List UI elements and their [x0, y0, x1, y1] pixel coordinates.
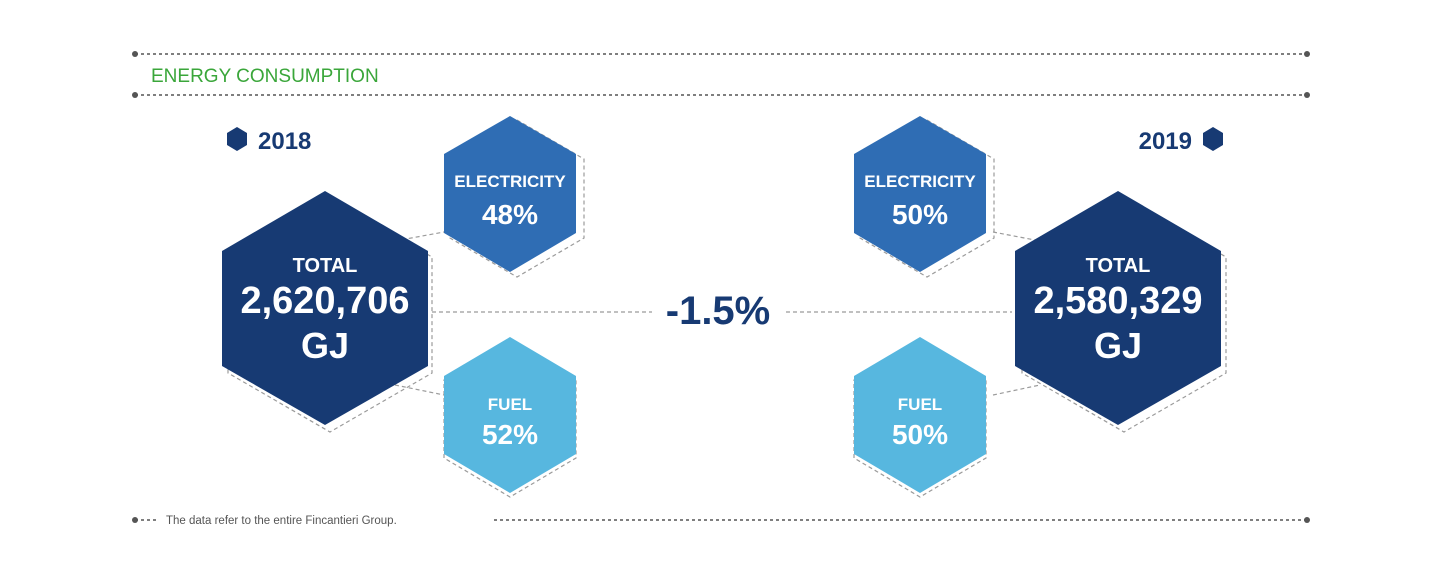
fuel-2018-value: 52% [482, 419, 538, 450]
footer-rule [132, 517, 1310, 523]
hexagon-bullet-icon [227, 127, 247, 151]
total-2019-unit: GJ [1094, 325, 1142, 366]
year-2018-label: 2018 [258, 128, 311, 155]
electricity-2019-hexagon: ELECTRICITY 50% [854, 116, 995, 278]
diagram-title: ENERGY CONSUMPTION [151, 66, 379, 87]
year-2018-header: 2018 [227, 127, 311, 155]
total-2018-value: 2,620,706 [240, 280, 409, 322]
total-2018-unit: GJ [301, 325, 349, 366]
electricity-2018-hexagon: ELECTRICITY 48% [444, 116, 585, 278]
total-2019-value: 2,580,329 [1033, 280, 1202, 322]
total-2019-hexagon: TOTAL 2,580,329 GJ [1015, 191, 1227, 433]
electricity-2018-label: ELECTRICITY [454, 172, 566, 191]
fuel-2018-hexagon: FUEL 52% [443, 337, 577, 498]
total-2018-label: TOTAL [293, 255, 358, 277]
connector-lines [394, 231, 1041, 396]
fuel-2019-hexagon: FUEL 50% [853, 337, 987, 498]
change-percentage: -1.5% [666, 289, 771, 333]
header-bottom-rule [132, 92, 1310, 98]
electricity-2019-value: 50% [892, 199, 948, 230]
fuel-2019-value: 50% [892, 419, 948, 450]
total-2019-label: TOTAL [1086, 255, 1151, 277]
total-2018-hexagon: TOTAL 2,620,706 GJ [222, 191, 433, 433]
electricity-2019-label: ELECTRICITY [864, 172, 976, 191]
fuel-2018-label: FUEL [488, 395, 532, 414]
electricity-2018-value: 48% [482, 199, 538, 230]
year-2019-header: 2019 [1139, 127, 1223, 155]
fuel-2019-label: FUEL [898, 395, 942, 414]
hexagon-bullet-icon [1203, 127, 1223, 151]
year-2019-label: 2019 [1139, 128, 1192, 155]
footnote: The data refer to the entire Fincantieri… [166, 515, 397, 527]
header-top-rule [132, 51, 1310, 57]
